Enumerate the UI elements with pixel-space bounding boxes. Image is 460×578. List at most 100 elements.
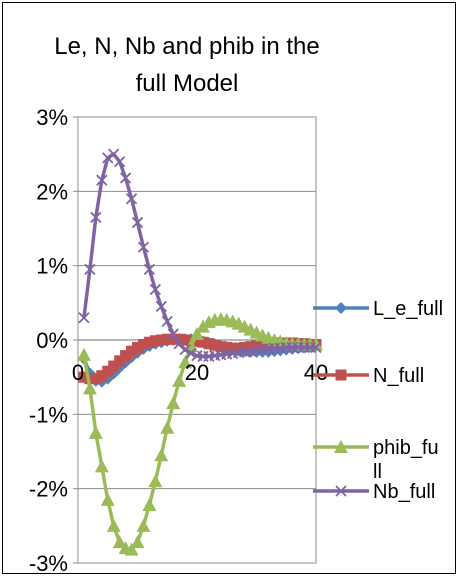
point-N_full-4: [96, 370, 108, 382]
legend-entry-Nb_full: Nb_full: [313, 481, 435, 503]
point-Nb_full-1: [78, 312, 90, 324]
point-Nb_full-4: [96, 174, 108, 186]
series-layer: [76, 148, 323, 556]
y-tick-label-1: 2%: [36, 179, 68, 204]
chart-title-line-1: Le, N, Nb and phib in the: [54, 33, 320, 60]
point-Nb_full-17-stroke-b: [173, 338, 185, 350]
y-tick-label-4: -1%: [29, 402, 68, 427]
point-Nb_full-14: [155, 300, 167, 313]
x-tick-label-2: 40: [304, 360, 328, 385]
legend-marker-L_e_full: [335, 302, 347, 314]
point-Nb_full-14-stroke-b: [155, 300, 167, 313]
point-Nb_full-4-stroke-b: [96, 174, 108, 186]
point-N_full-5: [102, 365, 114, 377]
point-Nb_full-10: [131, 216, 144, 229]
point-phib_full-5: [100, 492, 115, 506]
point-phib_full-14: [154, 448, 169, 462]
point-Nb_full-20-stroke-b: [191, 349, 203, 362]
point-N_full-3: [90, 373, 102, 385]
point-Nb_full-2-stroke-b: [84, 263, 96, 276]
point-phib_full-21: [195, 319, 210, 333]
y-tick-label-2: 1%: [36, 254, 68, 279]
point-phib_full-4: [94, 459, 109, 473]
legend-label-Nb_full-0: Nb_full: [373, 481, 435, 503]
legend-entry-L_e_full: L_e_full: [313, 298, 443, 320]
point-N_full-28: [239, 341, 251, 353]
y-tick-label-3: 0%: [36, 328, 68, 353]
point-phib_full-13: [148, 474, 163, 488]
point-N_full-24: [215, 341, 227, 353]
point-Nb_full-8-stroke-b: [119, 172, 132, 184]
point-Nb_full-3: [90, 211, 102, 223]
point-N_full-13: [149, 335, 161, 347]
legend-marker-N_full: [335, 369, 347, 381]
legend-entry-N_full: N_full: [313, 365, 424, 387]
point-N_full-1: [78, 371, 90, 383]
point-N_full-26: [227, 342, 239, 354]
legend-marker-phib_full: [334, 440, 348, 453]
chart-title-line-2: full Model: [136, 70, 239, 97]
point-Nb_full-18-stroke-b: [179, 344, 191, 356]
point-N_full-14: [155, 334, 167, 346]
point-N_full-22: [203, 338, 215, 350]
point-N_full-20: [191, 335, 203, 347]
point-Nb_full-7-stroke-b: [114, 155, 126, 168]
point-Nb_full-13-stroke-b: [149, 283, 161, 296]
point-Nb_full-6-stroke-b: [108, 148, 120, 160]
point-N_full-11: [137, 338, 149, 350]
point-phib_full-11: [136, 518, 151, 532]
point-Nb_full-5-stroke-b: [102, 152, 114, 164]
point-phib_full-17: [172, 373, 187, 387]
point-phib_full-20: [190, 327, 204, 341]
legend-marker-Nb_full: [335, 485, 347, 497]
point-Nb_full-2: [84, 263, 96, 276]
point-N_full-6: [108, 360, 120, 372]
point-phib_full-2: [82, 381, 97, 395]
point-phib_full-15: [160, 420, 175, 434]
point-Nb_full-15: [161, 315, 173, 328]
y-tick-label-6: -3%: [29, 551, 68, 573]
y-tick-label-5: -2%: [29, 477, 68, 502]
point-N_full-17: [173, 333, 185, 345]
tick-labels: 3% 2% 1% 0% -1% -2% -3% 0 20 40: [29, 105, 328, 573]
point-Nb_full-9-stroke-b: [125, 193, 138, 205]
point-Nb_full-11-stroke-b: [137, 241, 150, 253]
point-N_full-16: [167, 333, 179, 345]
point-Nb_full-12-stroke-b: [143, 263, 156, 276]
point-Nb_full-19-stroke-b: [185, 347, 197, 360]
point-Nb_full-12: [143, 263, 156, 276]
point-N_full-8: [120, 350, 132, 362]
point-N_full-9: [126, 345, 138, 357]
point-N_full-12: [143, 336, 155, 348]
point-phib_full-7: [112, 535, 127, 549]
series-Nb_full: [78, 148, 322, 362]
chart-frame: Le, N, Nb and phib in the full Model 3% 2…: [2, 2, 456, 574]
point-Nb_full-1-stroke-b: [78, 312, 90, 324]
y-tick-label-0: 3%: [36, 105, 68, 130]
point-Nb_full-6: [108, 148, 120, 160]
point-phib_full-12: [142, 498, 157, 512]
point-Nb_full-8: [119, 172, 132, 184]
point-N_full-7: [114, 355, 126, 367]
point-N_full-27: [233, 342, 245, 354]
point-phib_full-18: [178, 355, 193, 369]
point-N_full-15: [161, 333, 173, 345]
point-N_full-30: [251, 340, 262, 352]
legend-entry-phib_full: phib_full: [313, 437, 439, 483]
point-N_full-31: [256, 338, 268, 350]
point-Nb_full-19: [185, 347, 197, 360]
line-chart: Le, N, Nb and phib in the full Model 3% 2…: [29, 33, 443, 573]
point-phib_full-1: [76, 347, 91, 361]
point-Nb_full-40-stroke-b: [310, 341, 322, 354]
point-Nb_full-5: [102, 152, 114, 164]
legend-label-phib_full-0: phib_fu: [373, 437, 439, 459]
point-N_full-29: [245, 341, 257, 353]
legend-marker-Nb_full-stroke-b: [335, 485, 347, 497]
point-N_full-25: [221, 341, 233, 353]
x-tick-label-0: 0: [72, 360, 84, 385]
point-Nb_full-11: [137, 241, 150, 253]
point-Nb_full-13: [149, 283, 161, 296]
point-N_full-10: [132, 341, 143, 353]
point-N_full-23: [209, 339, 221, 351]
